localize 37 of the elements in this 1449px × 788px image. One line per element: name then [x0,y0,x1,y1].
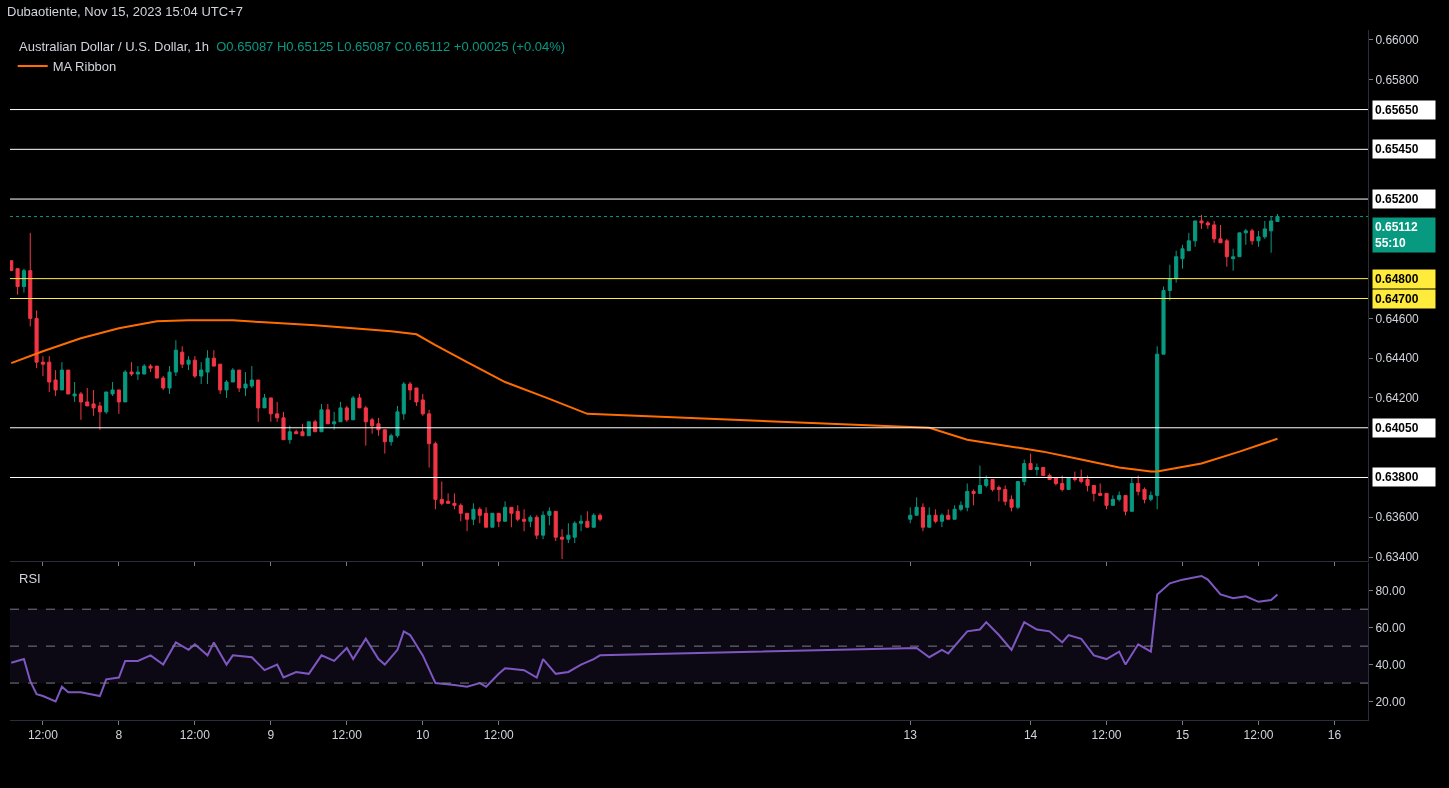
text: RSI [19,571,41,586]
x-tick-label: 12:00 [483,728,515,743]
x-tick-label: 12:00 [179,728,211,743]
ref-line-label: 0.63800 [1375,470,1419,484]
x-tick-label: 12:00 [331,728,363,743]
ref-line-label: 0.64700 [1375,292,1419,306]
ref-line-label: 0.65450 [1375,142,1419,156]
x-tick-label: 16 [1327,728,1342,743]
y-tick-label: 0.65800 [1375,72,1420,87]
x-tick-label: 12:00 [27,728,59,743]
y-tick-label: 0.63600 [1375,510,1420,525]
y-tick-label: 80.00 [1375,583,1406,598]
x-tick-label: 10 [416,728,430,743]
x-tick-label: 13 [903,728,918,743]
y-tick-label: 0.64200 [1375,391,1420,406]
x-tick-label: 15 [1175,728,1190,743]
text: O0.65087 H0.65125 L0.65087 C0.65112 +0.00025 (+0.04%) [216,39,566,54]
y-tick-label: 0.66000 [1375,33,1420,48]
text: Australian Dollar / U.S. Dollar, 1h [19,39,210,54]
ref-line-label: 0.65200 [1375,192,1419,206]
x-tick-label: 12:00 [1243,728,1274,743]
ref-line-label: 0.64050 [1375,421,1419,435]
ref-line-label: 0.65650 [1375,103,1419,117]
text: Dubaotiente, Nov 15, 2023 15:04 UTC+7 [7,4,243,19]
legend-label: MA Ribbon [52,59,117,75]
y-tick-label: 0.63400 [1375,550,1420,565]
x-tick-label: 14 [1023,728,1038,743]
y-tick-label: 60.00 [1375,620,1406,635]
y-tick-label: 40.00 [1375,657,1406,672]
ref-line-label: 0.65112 55:10 [1375,220,1419,250]
y-tick-label: 0.64400 [1375,351,1420,366]
y-tick-label: 0.64600 [1375,311,1420,326]
x-tick-label: 12:00 [1091,728,1122,743]
ref-line-label: 0.64800 [1375,272,1419,286]
y-tick-label: 20.00 [1375,694,1406,709]
x-tick-label: 9 [267,728,275,743]
x-tick-label: 8 [115,728,123,743]
